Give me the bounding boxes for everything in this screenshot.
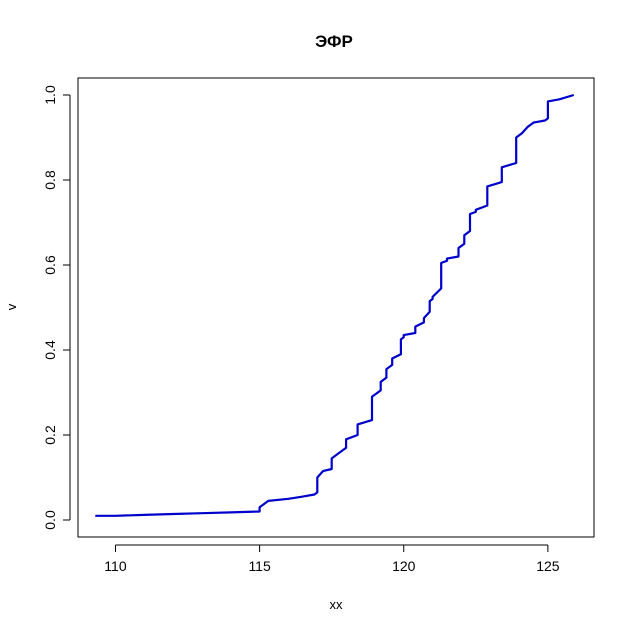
plot-box [77, 77, 595, 538]
x-tick-label: 115 [248, 558, 271, 574]
y-tick-label: 0.4 [42, 340, 58, 360]
y-axis-label: v [4, 303, 19, 310]
x-tick-label: 125 [536, 558, 560, 574]
y-tick-label: 0.8 [42, 170, 58, 190]
x-tick-label: 120 [392, 558, 416, 574]
x-axis: 110 115 120 125 [104, 544, 560, 574]
y-tick-label: 0.6 [42, 255, 58, 275]
ecdf-line [95, 93, 575, 517]
y-tick-label: 0.0 [42, 510, 58, 530]
y-axis: 0.0 0.2 0.4 0.6 0.8 1.0 [42, 85, 71, 530]
y-tick-label: 1.0 [42, 85, 58, 105]
x-tick-label: 110 [104, 558, 127, 574]
series-layer [95, 93, 575, 517]
y-tick-label: 0.2 [42, 425, 58, 445]
x-axis-label: xx [330, 597, 344, 612]
chart-title: ЭФР [315, 32, 353, 51]
